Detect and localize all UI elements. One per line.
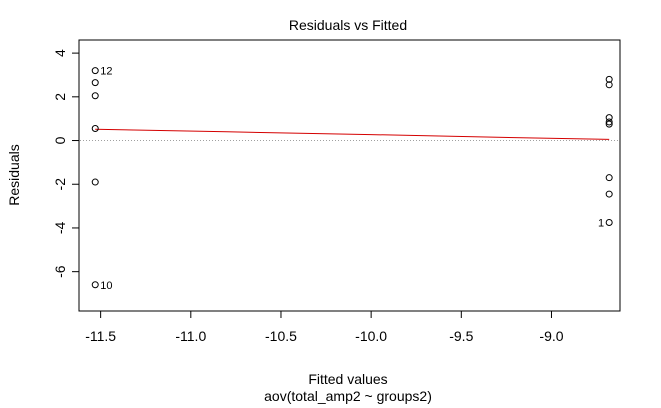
x-axis-label: Fitted values bbox=[308, 371, 387, 387]
data-point bbox=[91, 92, 99, 100]
x-tick-label: -11.5 bbox=[85, 328, 116, 344]
data-point bbox=[605, 120, 613, 128]
data-point bbox=[605, 114, 613, 122]
data-point bbox=[605, 174, 613, 182]
y-tick-label: 0 bbox=[52, 136, 68, 144]
data-point bbox=[91, 79, 99, 87]
point-label: 12 bbox=[100, 66, 112, 78]
chart-title: Residuals vs Fitted bbox=[289, 17, 407, 33]
points-layer: 12 10 1 bbox=[91, 66, 613, 292]
data-point bbox=[605, 190, 613, 198]
smoother-line bbox=[95, 128, 610, 140]
x-tick-label: -11.0 bbox=[175, 328, 206, 344]
x-axis: -11.5 -11.0 -10.5 -10.0 -9.5 -9.0 bbox=[85, 310, 564, 344]
data-point bbox=[91, 178, 99, 186]
y-tick-label: -6 bbox=[52, 265, 68, 278]
x-tick-label: -9.0 bbox=[539, 328, 563, 344]
data-point bbox=[91, 125, 99, 133]
smoother-layer bbox=[95, 128, 610, 140]
data-point bbox=[605, 218, 613, 226]
y-tick-label: -4 bbox=[52, 222, 68, 235]
x-axis-sublabel: aov(total_amp2 ~ groups2) bbox=[264, 388, 432, 404]
data-point bbox=[605, 81, 613, 89]
y-axis: 4 2 0 -2 -4 -6 bbox=[52, 49, 80, 278]
y-tick-label: 4 bbox=[52, 49, 68, 57]
plot-frame bbox=[78, 39, 621, 312]
y-tick-label: 2 bbox=[52, 93, 68, 101]
point-label: 1 bbox=[598, 217, 604, 229]
y-axis-label: Residuals bbox=[6, 144, 22, 205]
x-tick-label: -10.5 bbox=[265, 328, 297, 344]
point-label: 10 bbox=[100, 280, 112, 292]
x-tick-label: -9.5 bbox=[449, 328, 473, 344]
x-tick-label: -10.0 bbox=[355, 328, 387, 344]
y-tick-label: -2 bbox=[52, 178, 68, 191]
data-point bbox=[91, 281, 99, 289]
data-point bbox=[605, 75, 613, 83]
data-point bbox=[605, 118, 613, 126]
data-point bbox=[91, 67, 99, 75]
